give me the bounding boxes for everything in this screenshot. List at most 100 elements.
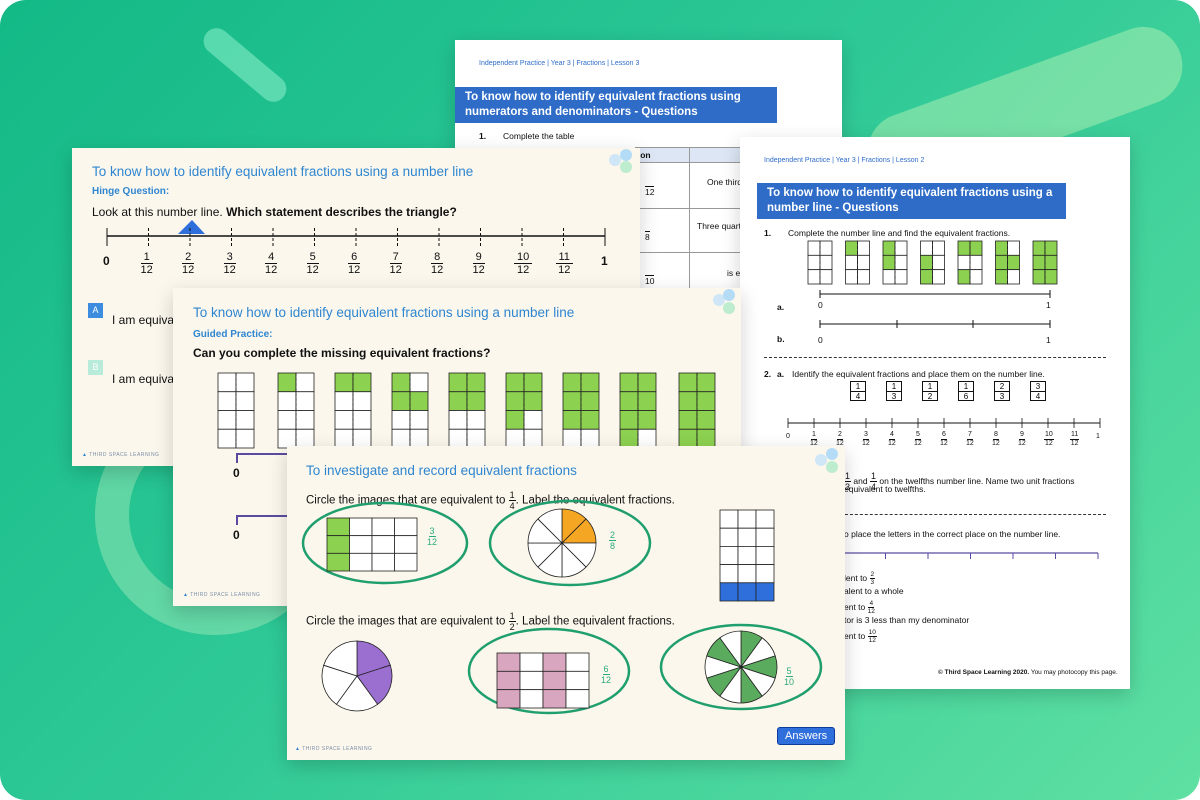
hinge-number-line — [106, 220, 606, 246]
zero-label: 0 — [233, 528, 240, 542]
tick-label: 3 12 — [223, 251, 236, 276]
logo: THIRD SPACE LEARNING — [82, 452, 159, 458]
pie-eighths — [527, 508, 597, 578]
grid-cell — [565, 670, 590, 691]
grid-cell — [737, 527, 757, 547]
number-line-a — [819, 290, 1051, 328]
grid-cell — [969, 240, 983, 256]
grid-cell — [719, 582, 739, 602]
grid-cell — [295, 391, 315, 411]
worksheet-header: Independent Practice | Year 3 | Fraction… — [764, 157, 925, 164]
grid-cell — [894, 240, 908, 256]
zero-label: 0 — [786, 433, 790, 440]
bar-model — [448, 372, 486, 449]
grid-cell — [1007, 240, 1020, 256]
twelfths-number-line — [787, 418, 1101, 428]
decor-circle — [723, 302, 735, 314]
table-den: 10 — [645, 275, 655, 286]
investigate-images — [301, 499, 823, 715]
option-b-text[interactable]: I am equiva — [112, 372, 175, 386]
grid-cell — [217, 391, 237, 411]
grid-cell — [819, 269, 833, 285]
grid-cell — [807, 254, 821, 271]
grid-cell — [580, 391, 600, 411]
grid-cell — [371, 517, 395, 537]
pie-slice — [335, 675, 379, 712]
slide-prompt: Can you complete the missing equivalent … — [193, 346, 491, 360]
bar-model — [334, 372, 372, 449]
grid-cell — [394, 535, 418, 554]
grid-cell — [995, 254, 1008, 271]
grid-cell — [1032, 254, 1046, 271]
grid-cell — [807, 269, 821, 285]
tick-label: 7 12 — [966, 431, 974, 447]
grid-cell — [352, 391, 372, 411]
grid-cell — [957, 254, 971, 271]
grid-cell — [277, 410, 297, 430]
table-cell: One third — [707, 177, 742, 187]
worksheet-title: To know how to identify equivalent fract… — [757, 183, 1066, 219]
grid-cell — [409, 391, 429, 411]
bar-model — [277, 372, 315, 449]
tick-label: 2 12 — [182, 251, 195, 276]
grid-cell — [217, 372, 237, 393]
grid-cell — [505, 410, 525, 430]
grid-cell — [505, 391, 525, 411]
tick-label: 10 12 — [514, 251, 533, 276]
grid-cell — [755, 546, 775, 566]
bar-model — [995, 240, 1020, 285]
table-den: 8 — [645, 231, 650, 242]
grid-cell — [920, 269, 933, 285]
table-col-divider — [689, 148, 690, 301]
grid-cell — [857, 269, 870, 285]
grid-cell — [995, 269, 1008, 285]
grid-6-12 — [496, 652, 590, 709]
grid-cell — [719, 546, 739, 566]
tick-label: 0 — [103, 254, 110, 268]
table-row-line — [635, 252, 842, 253]
grid-cell — [542, 689, 567, 709]
slide-title: To know how to identify equivalent fract… — [193, 305, 575, 320]
grid-cell — [619, 391, 639, 411]
answers-button[interactable]: Answers — [777, 727, 836, 745]
grid-cell — [894, 269, 908, 285]
option-b-box[interactable]: B — [88, 360, 103, 375]
bar-model — [678, 372, 716, 449]
decor-circle — [723, 289, 735, 301]
grid-cell — [737, 546, 757, 566]
grid-cell — [719, 509, 739, 529]
option-a-box[interactable]: A — [88, 303, 103, 318]
slide-prompt: Circle the images that are equivalent to… — [306, 611, 675, 632]
answer-ellipse — [467, 627, 631, 715]
grid-cell — [466, 372, 486, 393]
question-number: 1. — [764, 228, 772, 238]
one-label: 1 — [1046, 335, 1051, 345]
grid-cell — [519, 652, 544, 672]
guided-bar-models — [217, 372, 716, 449]
letters-number-line — [842, 552, 1099, 559]
bar-model — [562, 372, 600, 449]
bar-model — [957, 240, 983, 285]
tick-label: 7 12 — [389, 251, 402, 276]
table-header-text: tion — [635, 150, 651, 160]
grid-cell — [969, 254, 983, 271]
clue-item: alent to a whole — [844, 585, 904, 596]
question-text: Identify the equivalent fractions and pl… — [792, 369, 1045, 379]
grid-cell — [619, 372, 639, 393]
tick-label: 8 12 — [992, 431, 1000, 447]
part-a-label: a. — [777, 302, 785, 312]
grid-cell — [277, 372, 297, 393]
worksheet-lesson-2: Independent Practice | Year 3 | Fraction… — [740, 137, 1130, 689]
tick-label: 5 12 — [306, 251, 319, 276]
option-a-text[interactable]: I am equiva — [112, 313, 175, 327]
grid-cell — [235, 428, 255, 449]
grid-cell — [448, 391, 468, 411]
grid-cell — [894, 254, 908, 271]
grid-cell — [637, 372, 657, 393]
